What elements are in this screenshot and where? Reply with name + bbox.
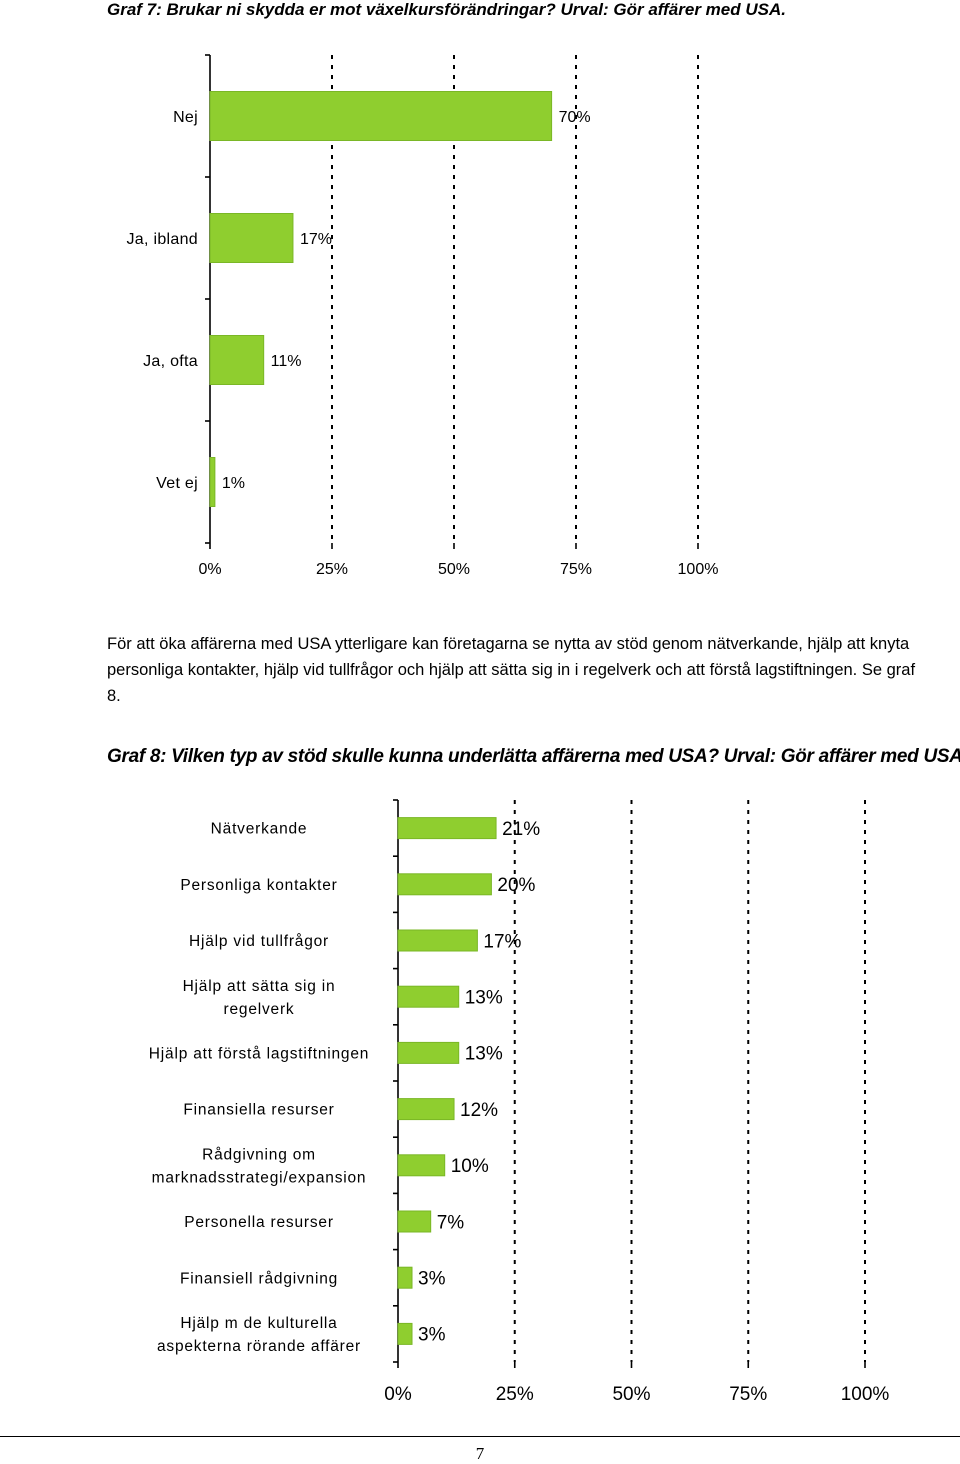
- chart2-bar: [397, 817, 497, 840]
- chart1-x-tick-label: 0%: [198, 561, 221, 578]
- chart2-x-tick-label: 100%: [841, 1384, 890, 1405]
- chart2-bar: [397, 1266, 413, 1289]
- chart2-bar: [397, 1210, 432, 1233]
- chart1-bar: [209, 457, 216, 507]
- chart2-category-label: Hjälp att förstå lagstiftningen: [149, 1045, 369, 1062]
- chart1-category-label: Ja, ofta: [143, 353, 198, 370]
- chart2-value-label: 21%: [502, 819, 540, 840]
- chart2-category-label: Rådgivning om: [202, 1146, 316, 1163]
- chart1-x-tick-label: 50%: [438, 561, 470, 578]
- chart2-category-label: Nätverkande: [211, 821, 308, 838]
- chart1-category-label: Ja, ibland: [127, 231, 199, 248]
- chart2-value-label: 13%: [465, 988, 503, 1009]
- chart2-value-label: 3%: [418, 1325, 446, 1346]
- chart1-value-label: 1%: [222, 475, 245, 492]
- chart2-value-label: 3%: [418, 1269, 446, 1290]
- chart2-category-label: Finansiell rådgivning: [180, 1270, 338, 1287]
- chart2-category-label: Hjälp vid tullfrågor: [189, 933, 329, 950]
- chart2-category-label: aspekterna rörande affärer: [157, 1338, 361, 1355]
- chart2-category-label: Hjälp att sätta sig in: [183, 978, 336, 995]
- chart2-value-label: 10%: [451, 1156, 489, 1177]
- chart1-bar: [209, 91, 553, 141]
- chart1-value-label: 70%: [559, 109, 591, 126]
- page-number: 7: [475, 1444, 485, 1463]
- chart1-x-tick-label: 75%: [560, 561, 592, 578]
- chart2-bar: [397, 873, 492, 896]
- chart2-bar: [397, 929, 478, 952]
- chart1-value-label: 17%: [300, 231, 332, 248]
- chart2-value-label: 13%: [465, 1044, 503, 1065]
- chart2-x-tick-label: 50%: [612, 1384, 650, 1405]
- chart2-value-label: 17%: [483, 931, 521, 952]
- chart2-bar: [397, 985, 460, 1008]
- chart2-category-label: marknadsstrategi/expansion: [152, 1169, 367, 1186]
- chart1-x-tick-label: 100%: [678, 561, 719, 578]
- chart1-bar: [209, 213, 294, 263]
- chart2-bar: [397, 1154, 446, 1177]
- chart2-category-label: Personella resurser: [184, 1214, 334, 1231]
- chart2-value-label: 12%: [460, 1100, 498, 1121]
- chart2-bar: [397, 1098, 455, 1121]
- chart2-x-tick-label: 75%: [729, 1384, 767, 1405]
- chart2-category-label: Personliga kontakter: [180, 877, 337, 894]
- chart2-value-label: 7%: [437, 1212, 465, 1233]
- chart2-category-label: Hjälp m de kulturella: [180, 1315, 337, 1332]
- chart1-x-tick-label: 25%: [316, 561, 348, 578]
- chart1-category-label: Vet ej: [156, 475, 198, 492]
- chart2-category-label: Finansiella resurser: [183, 1102, 334, 1119]
- chart-7-exchange-rate-protection: 0% 25% 50% 75% 100% 70% Nej 17% Ja, ibland 11% Ja,…: [127, 54, 719, 578]
- chart2-x-tick-label: 25%: [496, 1384, 534, 1405]
- footer-divider: [0, 1436, 960, 1437]
- chart1-category-label: Nej: [173, 109, 198, 126]
- chart2-value-label: 20%: [497, 875, 535, 896]
- chart2-category-label: regelverk: [224, 1001, 295, 1018]
- chart1-bar: [209, 335, 265, 385]
- chart1-title: Graf 7: Brukar ni skydda er mot växelkur…: [107, 0, 786, 19]
- chart1-value-label: 11%: [271, 353, 302, 370]
- chart2-title: Graf 8: Vilken typ av stöd skulle kunna …: [107, 746, 960, 767]
- chart2-bar: [397, 1322, 413, 1345]
- body-paragraph: För att öka affärerna med USA ytterligar…: [107, 635, 916, 705]
- chart2-x-tick-label: 0%: [384, 1384, 412, 1405]
- chart2-bar: [397, 1041, 460, 1064]
- chart-8-support-types: 0% 25% 50% 75% 100% 21% Nätverkande 20% Personli…: [149, 799, 890, 1405]
